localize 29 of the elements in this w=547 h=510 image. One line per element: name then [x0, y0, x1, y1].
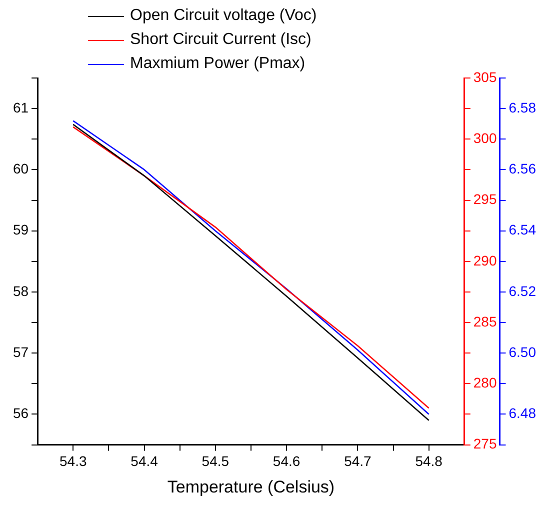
y3-tick-label: 6.50	[508, 344, 536, 360]
y2-tick-label: 295	[473, 191, 497, 208]
y-tick-label: 59	[12, 222, 29, 238]
y3-tick-label: 6.54	[508, 222, 536, 238]
x-tick-label: 54.3	[60, 453, 87, 470]
y3-tick-label: 6.56	[508, 160, 536, 177]
y-tick-label: 60	[12, 160, 29, 177]
y-tick-label: 57	[12, 344, 29, 360]
x-tick-label: 54.5	[202, 453, 230, 470]
y2-tick-label: 280	[473, 374, 497, 391]
y3-tick-label: 6.48	[508, 405, 536, 422]
x-axis-title: Temperature (Celsius)	[167, 477, 335, 496]
x-tick-label: 54.8	[415, 453, 443, 470]
legend-label: Maxmium Power (Pmax)	[130, 55, 306, 73]
y3-tick-label: 6.58	[508, 99, 536, 116]
x-tick-label: 54.6	[272, 453, 300, 470]
y2-tick-label: 275	[473, 436, 497, 452]
legend-label: Short Circuit Current (Isc)	[130, 31, 312, 49]
y2-tick-label: 290	[473, 252, 497, 268]
y2-tick-label: 300	[473, 130, 497, 146]
legend-label: Open Circuit voltage (Voc)	[130, 7, 317, 25]
x-tick-label: 54.7	[344, 453, 372, 470]
y2-tick-label: 305	[473, 68, 497, 85]
x-tick-label: 54.4	[130, 453, 158, 470]
y-tick-label: 61	[12, 99, 29, 116]
y2-tick-label: 285	[473, 313, 497, 330]
y3-tick-label: 6.52	[508, 282, 536, 299]
y-tick-label: 58	[12, 282, 29, 299]
y-tick-label: 56	[12, 405, 29, 422]
